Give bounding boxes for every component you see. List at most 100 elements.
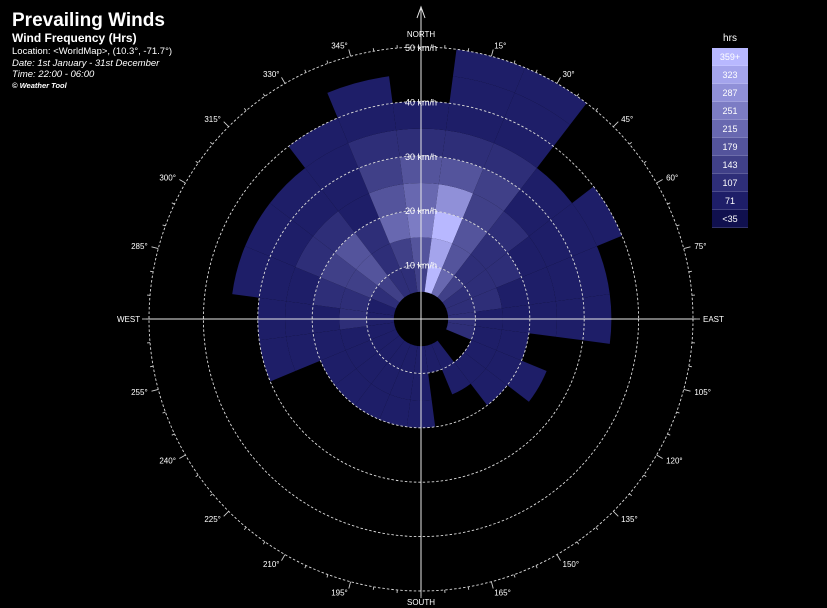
tick-mark <box>372 586 375 590</box>
sector-cell <box>232 246 271 298</box>
sector-cell <box>464 339 497 369</box>
sector-cell <box>572 186 623 247</box>
tick-mark <box>348 581 352 589</box>
tick-mark <box>467 586 470 590</box>
sector-cell <box>471 287 502 312</box>
chart-subtitle: Wind Frequency (Hrs) <box>12 31 137 45</box>
legend-title: hrs <box>723 33 737 44</box>
angle-label: 120° <box>666 457 683 466</box>
copyright-text: © Weather Tool <box>12 80 67 90</box>
angle-label: 345° <box>331 42 348 51</box>
sector-cell <box>337 103 397 144</box>
tick-mark <box>595 108 599 111</box>
sector-cell <box>345 339 378 369</box>
legend-item: 179 <box>712 138 748 156</box>
sector-cell <box>370 329 400 353</box>
sector-cell <box>400 344 418 373</box>
location-text: Location: <WorldMap>, (10.3°, -71.7°) <box>12 46 173 57</box>
tick-mark <box>643 160 647 164</box>
sector-cell <box>437 275 465 303</box>
tick-mark <box>150 270 154 273</box>
tick-mark <box>490 581 494 589</box>
sector-cell <box>462 193 504 233</box>
tick-mark <box>490 49 494 57</box>
tick-mark <box>683 388 691 392</box>
sector-cell <box>368 184 407 219</box>
sector-cell <box>291 189 339 237</box>
sector-cell <box>334 232 372 270</box>
tick-mark <box>171 433 175 436</box>
sector-cell <box>371 243 401 276</box>
tick-mark <box>210 493 213 497</box>
tick-mark <box>667 433 671 436</box>
rose-labels: NORTH SOUTH EAST WEST 15° 30° 45° 60° 75° 105… <box>117 30 724 607</box>
sector-cell <box>452 218 488 255</box>
sector-cell <box>371 362 401 395</box>
sector-cell <box>269 167 322 220</box>
sector-cell <box>514 67 587 125</box>
tick-mark <box>656 454 663 459</box>
tick-mark <box>513 574 516 578</box>
sector-cell <box>507 360 547 402</box>
tick-mark <box>304 69 307 73</box>
tick-mark <box>179 179 186 184</box>
sector-cell <box>367 322 396 340</box>
angle-label: 30° <box>563 70 575 79</box>
angle-label: 240° <box>159 457 176 466</box>
north-arrow-icon <box>416 5 426 19</box>
sector-cell <box>470 232 508 270</box>
sector-cell <box>400 265 418 294</box>
sector-cell <box>442 130 494 169</box>
tick-mark <box>595 527 599 530</box>
sector-cell <box>473 168 521 212</box>
tick-mark <box>676 224 680 227</box>
sector-cell <box>571 246 610 298</box>
legend-item: <35 <box>712 210 748 228</box>
sector-cell <box>503 189 551 237</box>
sector-cell <box>295 236 335 278</box>
tick-mark <box>326 574 329 578</box>
sector-cell <box>520 167 573 220</box>
sector-cell <box>387 340 411 370</box>
tick-mark <box>151 388 159 392</box>
sector-cell <box>367 298 396 316</box>
tick-mark <box>223 121 229 127</box>
tick-mark <box>667 202 671 205</box>
sector-cell <box>441 243 471 276</box>
tick-mark <box>171 202 175 205</box>
sector-cell <box>496 329 529 361</box>
sector-cell <box>320 350 357 386</box>
sector-cell <box>521 266 556 305</box>
angle-label: 135° <box>621 515 638 524</box>
rose-grid: 10 km/h20 km/h30 km/h40 km/h50 km/h <box>146 5 696 596</box>
sector-cell <box>327 76 393 118</box>
angle-label: 105° <box>694 388 711 397</box>
sector-cell <box>321 168 369 212</box>
angle-label: 315° <box>204 115 221 124</box>
wind-sectors <box>232 49 623 428</box>
chart-title: Prevailing Winds <box>12 10 165 31</box>
sector-cell <box>496 277 529 309</box>
angle-label: 60° <box>666 174 678 183</box>
tick-mark <box>535 565 538 569</box>
sector-cell <box>424 265 442 294</box>
tick-mark <box>688 270 692 273</box>
date-text: Date: 1st January - 31st December <box>12 57 160 69</box>
angle-label: 15° <box>494 42 506 51</box>
sector-cell <box>546 256 583 302</box>
sector-cell <box>377 335 405 363</box>
tick-mark <box>576 93 580 97</box>
tick-mark <box>643 474 647 478</box>
sector-cell <box>442 285 472 309</box>
tick-mark <box>304 565 307 569</box>
sector-cell <box>379 394 411 427</box>
sector-cell <box>435 184 474 219</box>
sector-cell <box>387 268 411 298</box>
tick-mark <box>281 554 286 561</box>
angle-label: 165° <box>494 588 511 597</box>
sector-cell <box>356 352 388 384</box>
legend-item: 143 <box>712 156 748 174</box>
sector-cell <box>431 211 463 244</box>
legend-items: 359+ 323 287 251 215 179 143 107 71 <35 <box>712 48 748 228</box>
